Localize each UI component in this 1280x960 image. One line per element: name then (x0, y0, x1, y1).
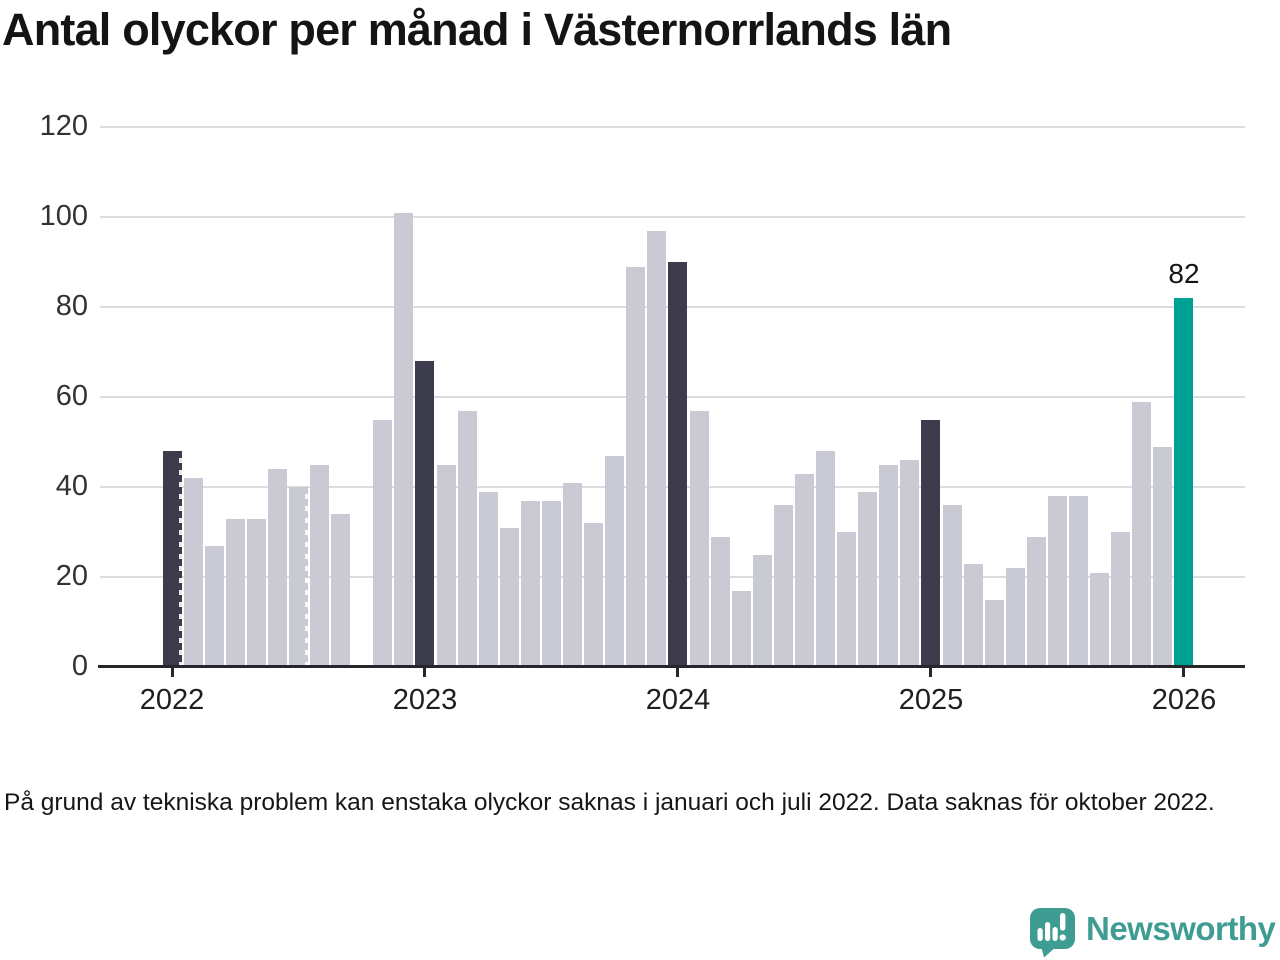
bar-2022-04 (225, 518, 245, 667)
bar-2025-08 (1069, 496, 1089, 667)
y-tick-label-40: 40 (55, 470, 88, 502)
bar-2023-03 (457, 410, 477, 667)
gridline-100 (100, 216, 1245, 218)
newsworthy-icon (1030, 908, 1075, 958)
latest-value-label: 82 (1168, 258, 1200, 289)
bar-2022-01 (162, 451, 182, 667)
bar-2024-03 (710, 536, 730, 667)
x-tick-label-2024: 2024 (645, 684, 711, 716)
bar-2025-05 (1005, 568, 1025, 667)
footnote: På grund av tekniska problem kan enstaka… (4, 789, 1215, 816)
bar-2022-12 (394, 212, 414, 667)
newsworthy-logo: Newsworthy (1028, 906, 1276, 958)
bar-2024-04 (731, 590, 751, 667)
bar-2022-05 (246, 518, 266, 667)
bar-2024-05 (752, 554, 772, 667)
bar-2024-08 (816, 451, 836, 667)
bar-2025-10 (1111, 532, 1131, 667)
bar-2024-09 (837, 532, 857, 667)
bar-2022-02 (183, 478, 203, 667)
bar-2023-05 (499, 527, 519, 667)
chart-title: Antal olyckor per månad i Västernorrland… (2, 4, 952, 55)
bar-2025-11 (1132, 401, 1152, 667)
bar-2025-02 (942, 505, 962, 667)
bar-2023-12 (647, 230, 667, 667)
bar-2023-10 (605, 455, 625, 667)
y-tick-label-60: 60 (55, 380, 88, 412)
bar-2022-09 (331, 514, 351, 667)
y-tick-label-0: 0 (71, 650, 88, 682)
bar-2025-04 (984, 599, 1004, 667)
newsworthy-logo-text: Newsworthy (1086, 910, 1276, 947)
plot-area (98, 126, 1245, 668)
bar-2024-10 (858, 491, 878, 667)
x-tick-2026 (1182, 668, 1186, 677)
bar-2025-03 (963, 563, 983, 667)
x-tick-label-2025: 2025 (898, 684, 964, 716)
x-tick-2025 (929, 668, 933, 677)
bar-2023-04 (478, 491, 498, 667)
bar-2023-11 (626, 266, 646, 667)
x-tick-label-2026: 2026 (1151, 684, 1217, 716)
bar-2023-06 (520, 500, 540, 667)
bar-2024-06 (773, 505, 793, 667)
y-tick-label-80: 80 (55, 290, 88, 322)
bar-2023-01 (415, 361, 435, 667)
bar-2025-06 (1026, 536, 1046, 667)
bar-2023-09 (584, 523, 604, 667)
x-tick-2023 (423, 668, 427, 677)
x-tick-label-2022: 2022 (139, 684, 205, 716)
bar-2024-11 (879, 464, 899, 667)
bar-2022-03 (204, 545, 224, 667)
bar-2025-09 (1090, 572, 1110, 667)
x-axis-line (98, 665, 1245, 668)
bar-2025-07 (1047, 496, 1067, 667)
bar-2022-07 (288, 487, 308, 667)
bar-2023-07 (541, 500, 561, 667)
bar-2024-01 (668, 262, 688, 667)
bar-2025-12 (1153, 446, 1173, 667)
bar-2023-08 (563, 482, 583, 667)
y-tick-label-100: 100 (39, 200, 88, 232)
bar-2023-02 (436, 464, 456, 667)
bar-2024-07 (794, 473, 814, 667)
y-tick-label-20: 20 (55, 560, 88, 592)
bar-2022-11 (373, 419, 393, 667)
bar-2026-01 (1174, 298, 1194, 667)
bar-2022-06 (267, 469, 287, 667)
bar-2024-12 (900, 460, 920, 667)
gridline-120 (100, 126, 1245, 128)
bar-2025-01 (921, 419, 941, 667)
bar-2024-02 (689, 410, 709, 667)
x-tick-2022 (170, 668, 174, 677)
bar-2022-08 (310, 464, 330, 667)
y-tick-label-120: 120 (39, 110, 88, 142)
x-tick-2024 (676, 668, 680, 677)
x-tick-label-2023: 2023 (392, 684, 458, 716)
